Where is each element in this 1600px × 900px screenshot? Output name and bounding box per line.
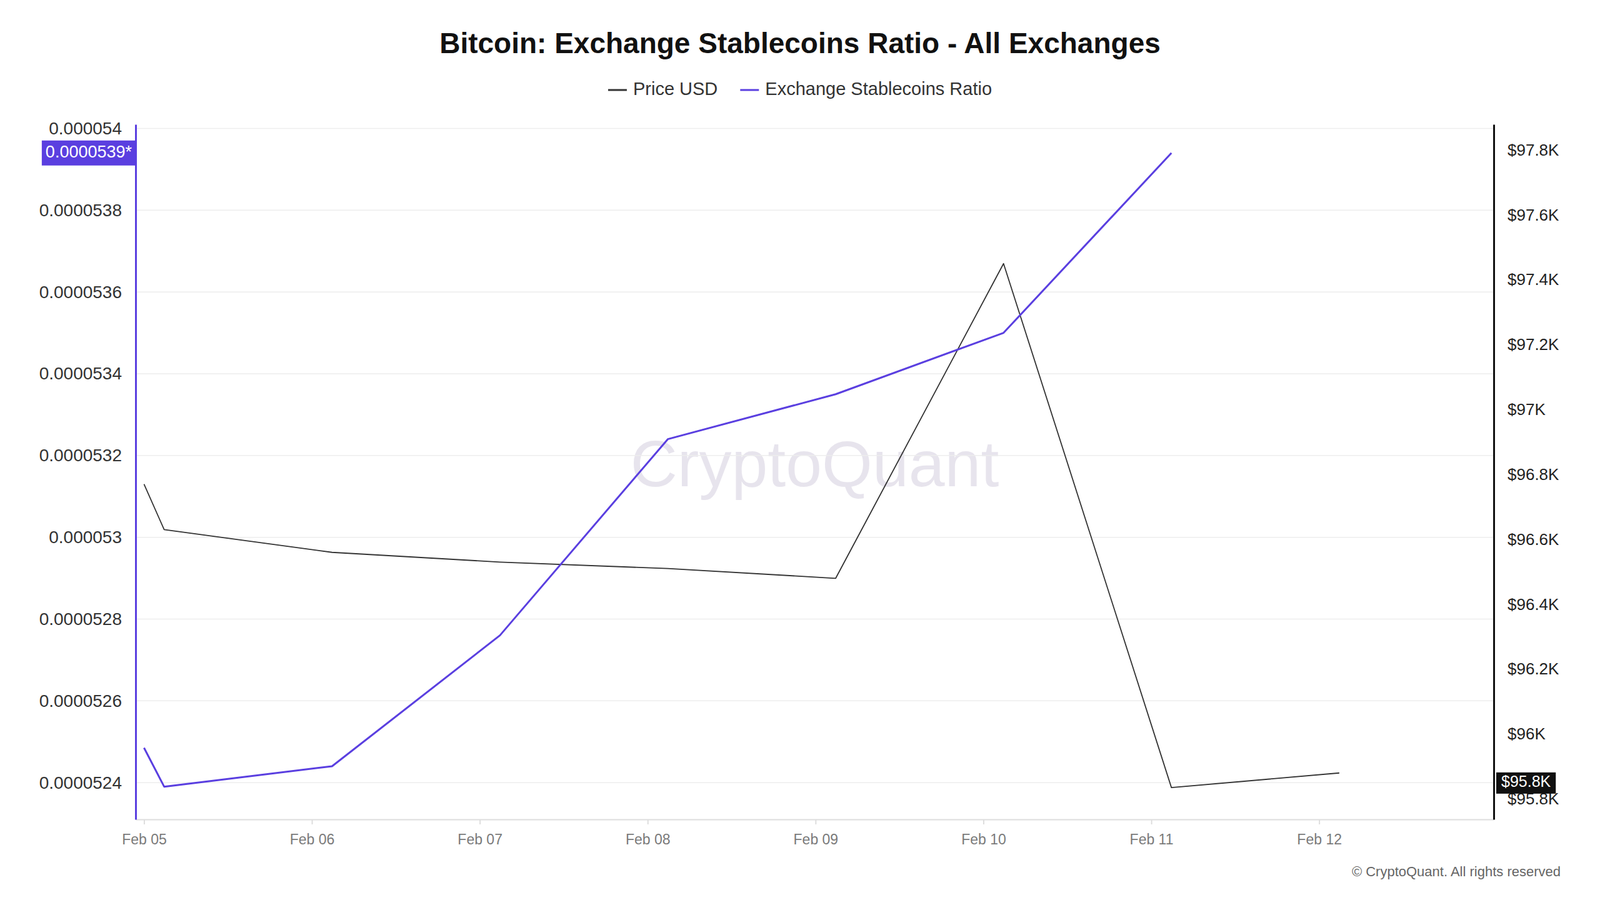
x-tick-mark (311, 819, 314, 825)
badge-box (1496, 772, 1556, 794)
grid-line (135, 373, 1494, 375)
legend-item: Price USD (608, 78, 718, 99)
marks (143, 153, 1339, 788)
x-tick: Feb 09 (793, 819, 839, 848)
y2-tick-label: $97.2K (1507, 335, 1560, 354)
grid-line (135, 291, 1494, 293)
grid-line (135, 781, 1494, 784)
x-tick-label: Feb 08 (625, 831, 671, 848)
y2-tick-label: $96.6K (1507, 530, 1560, 549)
y-tick: 0.000053 (48, 527, 136, 547)
y2-tick-label: $97.6K (1507, 205, 1560, 225)
y-axis-line (135, 125, 137, 820)
x-axis: Feb 05 Feb 06 Feb 07 Feb 08 Feb 09 Feb 10 Feb … (121, 819, 1494, 848)
x-tick-mark (143, 819, 145, 825)
y2-tick-label: $97K (1507, 400, 1546, 419)
y-tick-label: 0.0000532 (39, 445, 122, 465)
x-tick-mark (1151, 819, 1153, 825)
x-tick-label: Feb 11 (1130, 831, 1174, 848)
y2-tick-label: $97.8K (1507, 140, 1560, 160)
y-tick-label: 0.0000538 (39, 200, 122, 220)
legend-swatch (608, 89, 627, 92)
x-tick-mark (1318, 819, 1320, 825)
y2-tick: $97K (1493, 400, 1546, 419)
series-line (143, 263, 1339, 788)
grid-line (135, 618, 1494, 620)
y-tick-label: 0.0000534 (39, 363, 122, 384)
x-tick-label: Feb 12 (1296, 831, 1342, 848)
x-tick: Feb 08 (625, 819, 671, 848)
credit: © CryptoQuant. All rights reserved (1351, 863, 1561, 880)
y2-tick: $96.6K (1493, 530, 1560, 549)
y-tick-label: 0.0000524 (39, 773, 122, 793)
y-tick-label: 0.0000536 (39, 282, 122, 302)
y-tick-label: 0.000053 (48, 527, 122, 547)
x-tick: Feb 10 (961, 819, 1007, 848)
grid-line (135, 536, 1494, 539)
y2-tick: $97.4K (1493, 270, 1560, 289)
x-tick-mark (815, 819, 817, 825)
y-tick: 0.0000532 (39, 445, 136, 465)
x-tick: Feb 06 (290, 819, 335, 848)
x-tick: Feb 12 (1296, 819, 1342, 848)
title: Bitcoin: Exchange Stablecoins Ratio - Al… (439, 26, 1161, 60)
chart: Bitcoin: Exchange Stablecoins Ratio - Al… (0, 0, 1600, 900)
legend-item: Exchange Stablecoins Ratio (740, 78, 992, 99)
y-tick: 0.0000528 (39, 609, 136, 629)
grid-line (135, 128, 1494, 130)
legend-swatch (740, 89, 759, 92)
x-tick: Feb 11 (1130, 819, 1174, 848)
y2-tick-label: $96.4K (1507, 595, 1560, 614)
value-badge: 0.0000539* (41, 140, 136, 166)
y-tick-label: 0.0000528 (39, 609, 122, 629)
y-tick: 0.0000538 (39, 200, 136, 220)
y-tick-label: 0.000054 (48, 118, 122, 139)
badge-box (41, 140, 136, 166)
x-tick-label: Feb 10 (961, 831, 1007, 848)
y2-tick-label: $97.4K (1507, 270, 1560, 289)
y2-axis-line (1493, 125, 1495, 820)
badge-label: $95.8K (1501, 772, 1552, 790)
y-tick: 0.0000536 (39, 282, 136, 302)
y-tick: 0.000054 (48, 118, 136, 139)
y-tick: 0.0000526 (39, 691, 136, 711)
x-tick: Feb 07 (457, 819, 503, 848)
y2-tick: $96.2K (1493, 659, 1560, 679)
grid-line (135, 210, 1494, 212)
x-tick: Feb 05 (121, 819, 167, 848)
y2-tick: $96.4K (1493, 595, 1560, 614)
y2-tick: $96K (1493, 724, 1546, 744)
y-tick: 0.0000534 (39, 363, 136, 384)
series-line (143, 153, 1172, 787)
y2-axis: $95.8K $96K $96.2K $96.4K $96.6K $96.8K $97K $9… (1493, 125, 1560, 820)
y2-tick-label: $96K (1507, 724, 1546, 744)
watermark: CryptoQuant (630, 427, 1000, 500)
x-tick-label: Feb 09 (793, 831, 839, 848)
x-tick-label: Feb 05 (121, 831, 167, 848)
x-tick-mark (983, 819, 985, 825)
x-tick-label: Feb 07 (457, 831, 503, 848)
y-tick-label: 0.0000526 (39, 691, 122, 711)
x-axis-line (136, 819, 1495, 821)
x-tick-mark (647, 819, 649, 825)
y2-tick: $97.2K (1493, 335, 1560, 354)
grid-line (135, 700, 1494, 702)
x-tick-label: Feb 06 (290, 831, 335, 848)
y2-tick-label: $96.8K (1507, 465, 1560, 484)
y2-tick: $97.8K (1493, 140, 1560, 160)
badge-label: 0.0000539* (45, 142, 133, 162)
legend: Price USD Exchange Stablecoins Ratio (608, 78, 992, 99)
y2-tick: $96.8K (1493, 465, 1560, 484)
y-axis: 0.0000524 0.0000526 0.0000528 0.000053 0.000… (39, 118, 137, 820)
y-tick: 0.0000524 (39, 773, 136, 793)
y2-tick: $97.6K (1493, 205, 1560, 225)
value-badge: $95.8K (1496, 772, 1556, 794)
legend-label: Exchange Stablecoins Ratio (765, 78, 992, 99)
legend-label: Price USD (633, 78, 718, 99)
y2-tick-label: $96.2K (1507, 659, 1560, 679)
grid-line (135, 455, 1494, 457)
grid (135, 128, 1494, 784)
x-tick-mark (479, 819, 481, 825)
